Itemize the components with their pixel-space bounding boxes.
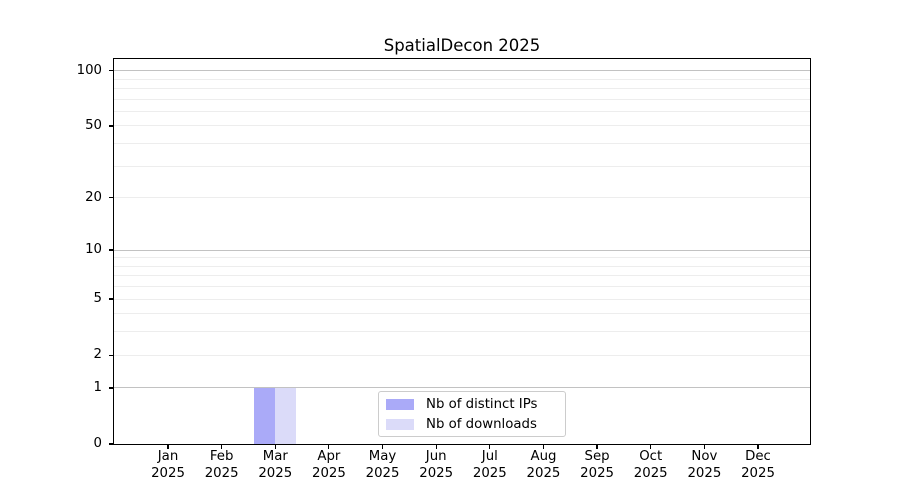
y-tick-label: 20	[85, 189, 102, 205]
x-tick	[167, 445, 169, 449]
x-tick-label: Jul 2025	[448, 449, 532, 482]
gridline-minor	[114, 98, 810, 100]
y-tick-label: 50	[85, 117, 102, 133]
gridline-major	[114, 387, 810, 389]
x-tick-label-year: 2025	[204, 465, 239, 481]
y-tick-label: 100	[76, 62, 102, 78]
legend-item: Nb of distinct IPs	[386, 395, 558, 415]
y-tick-label: 2	[93, 347, 102, 363]
x-tick-label-month: Jan	[157, 449, 179, 464]
x-tick-label-month: Aug	[530, 449, 557, 464]
y-tick	[109, 70, 113, 72]
x-tick-label: Jun 2025	[394, 449, 478, 482]
x-tick	[650, 445, 652, 449]
gridline-minor	[114, 286, 810, 288]
y-tick-label: 10	[85, 242, 102, 258]
gridline-minor	[114, 125, 810, 127]
gridline-minor	[114, 78, 810, 80]
x-tick-label-year: 2025	[151, 465, 185, 481]
legend-item: Nb of downloads	[386, 415, 558, 435]
y-tick-label: 1	[93, 379, 102, 395]
x-tick-label: Nov 2025	[662, 449, 746, 482]
x-tick	[703, 445, 705, 449]
gridline-minor	[114, 331, 810, 333]
x-tick-label: Apr 2025	[287, 449, 371, 482]
x-tick-label-year: 2025	[311, 465, 346, 481]
x-tick	[221, 445, 223, 449]
x-tick	[328, 445, 330, 449]
x-tick-label: Sep 2025	[555, 449, 639, 482]
x-tick-label-month: Feb	[209, 449, 234, 464]
x-tick-label-month: Apr	[317, 449, 341, 464]
x-tick-label: Jan 2025	[126, 449, 210, 482]
gridline-major	[114, 249, 810, 251]
x-tick	[542, 445, 545, 449]
y-tick	[109, 249, 113, 251]
x-tick-label-year: 2025	[526, 465, 561, 481]
x-tick	[757, 445, 759, 449]
gridline-minor	[114, 197, 810, 199]
x-tick-label-month: Nov	[691, 449, 718, 464]
x-tick-label: May 2025	[341, 449, 425, 482]
gridline-minor	[114, 354, 810, 356]
x-tick-label: Mar 2025	[233, 449, 317, 482]
legend: Nb of distinct IPs Nb of downloads	[378, 391, 566, 437]
legend-swatch	[386, 399, 414, 411]
x-tick-label-month: Jun	[425, 449, 447, 464]
gridline-minor	[114, 110, 810, 112]
bar-downloads	[275, 387, 297, 444]
x-tick-label-month: Mar	[262, 449, 288, 464]
gridline-minor	[114, 275, 810, 277]
x-tick-label: Feb 2025	[180, 449, 264, 482]
y-tick	[109, 125, 113, 127]
gridline-major	[114, 70, 810, 72]
y-tick-label: 5	[93, 291, 102, 307]
chart-title: SpatialDecon 2025	[383, 36, 541, 55]
x-tick-label-year: 2025	[472, 465, 507, 481]
y-tick-label: 0	[93, 436, 102, 451]
legend-label: Nb of distinct IPs	[426, 397, 538, 413]
x-tick	[381, 445, 384, 449]
gridline-minor	[114, 313, 810, 315]
x-tick	[435, 445, 437, 449]
gridline-minor	[114, 298, 810, 300]
x-tick-label-year: 2025	[419, 465, 454, 481]
y-tick	[109, 387, 113, 389]
y-tick	[109, 354, 113, 356]
x-tick-label: Dec 2025	[716, 449, 800, 482]
x-tick	[274, 445, 276, 449]
y-tick	[109, 443, 113, 445]
bar-distinct-ips	[254, 387, 276, 444]
x-tick-label-year: 2025	[687, 465, 722, 481]
gridline-minor	[114, 265, 810, 267]
x-tick-label: Oct 2025	[609, 449, 693, 482]
x-tick-label-year: 2025	[258, 465, 293, 481]
x-tick	[489, 445, 491, 449]
x-tick-label-month: Sep	[584, 449, 610, 464]
x-tick-label-year: 2025	[741, 465, 775, 481]
y-tick	[109, 197, 113, 199]
y-tick	[109, 298, 113, 300]
gridline-minor	[114, 143, 810, 145]
x-tick-label: Aug 2025	[501, 449, 585, 482]
gridline-minor	[114, 257, 810, 259]
gridline-minor	[114, 165, 810, 167]
legend-swatch	[386, 418, 414, 430]
x-tick-label-month: May	[368, 449, 397, 464]
x-tick-label-month: Oct	[639, 449, 663, 464]
x-tick-label-year: 2025	[365, 465, 400, 481]
gridline-minor	[114, 88, 810, 90]
x-tick-label-month: Dec	[745, 449, 771, 464]
x-tick	[596, 445, 598, 449]
x-tick-label-year: 2025	[580, 465, 614, 481]
x-tick-label-month: Jul	[481, 449, 498, 464]
legend-label: Nb of downloads	[426, 416, 537, 432]
x-tick-label-year: 2025	[633, 465, 668, 481]
